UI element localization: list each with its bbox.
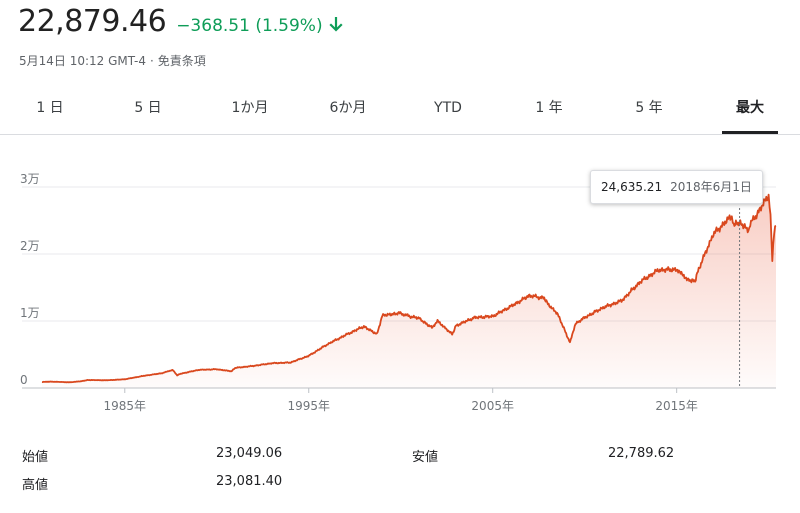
price-header: 22,879.46 −368.51 (1.59%) xyxy=(18,4,343,44)
x-tick-label: 2005年 xyxy=(471,399,514,413)
price-change: −368.51 (1.59%) xyxy=(176,16,323,36)
y-tick-label: 2万 xyxy=(20,239,40,253)
low-label: 安値 xyxy=(412,450,439,465)
tab-5-day[interactable]: 5 日 xyxy=(134,100,162,116)
tab-1-month[interactable]: 1か月 xyxy=(231,100,269,116)
disclaimer-link[interactable]: 免責条項 xyxy=(157,54,206,68)
separator: · xyxy=(149,54,154,68)
chart-tooltip: 24,635.21 2018年6月1日 xyxy=(590,170,763,204)
y-tick-label: 3万 xyxy=(20,172,40,186)
tab-1-year[interactable]: 1 年 xyxy=(535,100,563,116)
arrow-down-icon xyxy=(329,16,343,33)
open-label: 始値 xyxy=(22,450,49,465)
x-tick-label: 2015年 xyxy=(655,399,698,413)
x-tick-label: 1995年 xyxy=(287,399,330,413)
price-chart[interactable]: 0 1万 2万 3万 1985年 1995年 2005年 2015年 xyxy=(0,160,800,430)
timestamp-row: 5月14日 10:12 GMT-4 · 免責条項 xyxy=(19,52,206,69)
y-tick-label: 0 xyxy=(20,373,28,387)
tab-1-day[interactable]: 1 日 xyxy=(36,100,64,116)
current-price: 22,879.46 xyxy=(18,4,167,39)
tab-max[interactable]: 最大 xyxy=(722,88,778,134)
y-tick-label: 1万 xyxy=(20,306,40,320)
tab-ytd[interactable]: YTD xyxy=(434,100,462,116)
tab-5-year[interactable]: 5 年 xyxy=(635,100,663,116)
tab-6-month[interactable]: 6か月 xyxy=(329,100,367,116)
high-value: 23,081.40 xyxy=(216,474,283,489)
tooltip-date: 2018年6月1日 xyxy=(670,180,752,194)
series-line xyxy=(41,193,777,384)
high-label: 高値 xyxy=(22,478,49,493)
series-area xyxy=(42,194,776,388)
low-value: 22,789.62 xyxy=(608,446,675,461)
timestamp: 5月14日 10:12 GMT-4 xyxy=(19,54,146,68)
range-tabs: 1 日 5 日 1か月 6か月 YTD 1 年 5 年 最大 xyxy=(0,88,800,135)
tooltip-value: 24,635.21 xyxy=(601,180,663,194)
x-tick-label: 1985年 xyxy=(104,399,147,413)
open-value: 23,049.06 xyxy=(216,446,283,461)
